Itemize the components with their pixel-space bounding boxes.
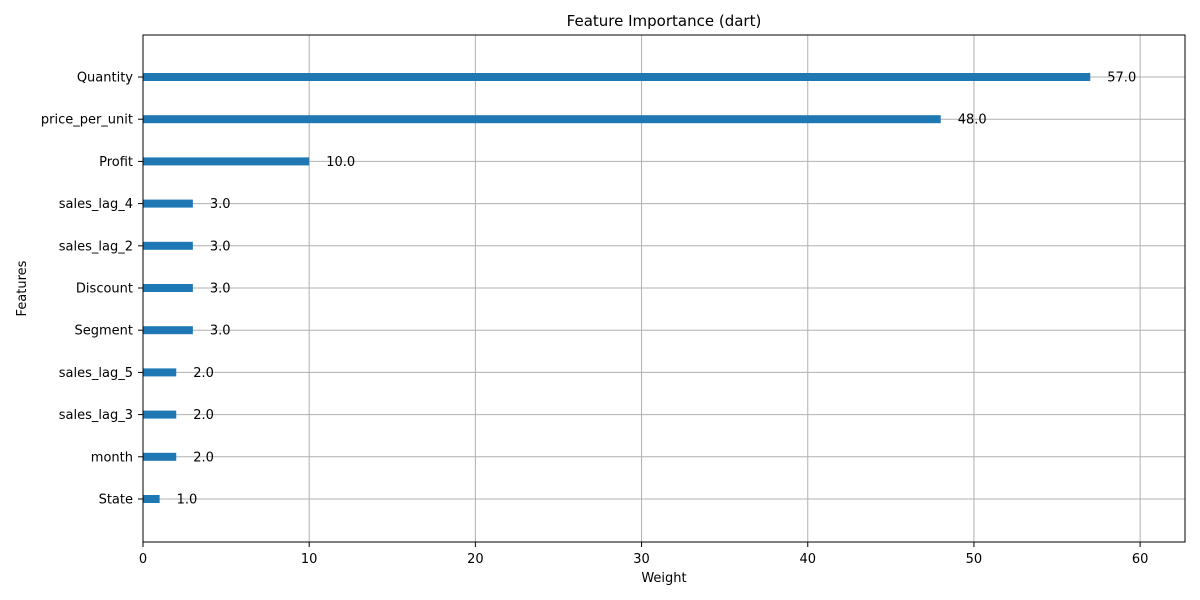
- grid-lines: [142, 35, 1185, 542]
- data-label: 2.0: [193, 366, 214, 381]
- bar-sales_lag_5: [143, 368, 177, 377]
- bar-State: [143, 495, 160, 503]
- data-label: 48.0: [958, 113, 987, 128]
- bar-month: [143, 452, 177, 461]
- ticks: [138, 76, 1141, 547]
- chart-title: Feature Importance (dart): [567, 12, 762, 30]
- bar-sales_lag_4: [143, 199, 193, 208]
- y-tick-label: Discount: [76, 282, 133, 297]
- data-label: 2.0: [193, 408, 214, 423]
- x-tick-label: 60: [1132, 552, 1149, 567]
- y-tick-label: Quantity: [77, 71, 133, 86]
- x-tick-label: 40: [799, 552, 816, 567]
- y-tick-label: sales_lag_3: [59, 408, 133, 423]
- x-tick-label: 10: [301, 552, 318, 567]
- x-tick-label: 30: [633, 552, 650, 567]
- bar-Quantity: [143, 73, 1091, 81]
- bar-price_per_unit: [143, 115, 941, 124]
- x-tick-label: 20: [467, 552, 484, 567]
- bar-Profit: [143, 157, 310, 166]
- data-label: 3.0: [210, 197, 231, 212]
- bars: [143, 73, 1091, 503]
- y-tick-label: Segment: [75, 324, 134, 339]
- y-axis-label: Features: [15, 260, 30, 316]
- bar-sales_lag_2: [143, 241, 193, 250]
- data-label: 57.0: [1107, 71, 1136, 86]
- x-tick-label: 50: [966, 552, 983, 567]
- data-label: 2.0: [193, 450, 214, 465]
- data-label: 10.0: [326, 155, 355, 170]
- y-tick-label: price_per_unit: [41, 113, 133, 128]
- x-axis-label: Weight: [641, 571, 686, 586]
- data-label: 3.0: [210, 282, 231, 297]
- y-tick-label: month: [91, 450, 133, 465]
- y-tick-label: Profit: [99, 155, 133, 170]
- x-tick-label: 0: [139, 552, 147, 567]
- y-tick-label: sales_lag_2: [59, 239, 133, 254]
- bar-Discount: [143, 284, 193, 292]
- bar-Segment: [143, 326, 193, 335]
- y-tick-label: sales_lag_4: [59, 197, 133, 212]
- bar-sales_lag_3: [143, 410, 177, 419]
- y-tick-label: State: [99, 493, 133, 508]
- data-label: 3.0: [210, 239, 231, 254]
- data-label: 1.0: [177, 493, 198, 508]
- y-tick-label: sales_lag_5: [59, 366, 133, 381]
- labels: 0 10 20 30 40 50 60 Quantity 57.0 price_per_unit 4…: [41, 71, 1149, 568]
- data-label: 3.0: [210, 324, 231, 339]
